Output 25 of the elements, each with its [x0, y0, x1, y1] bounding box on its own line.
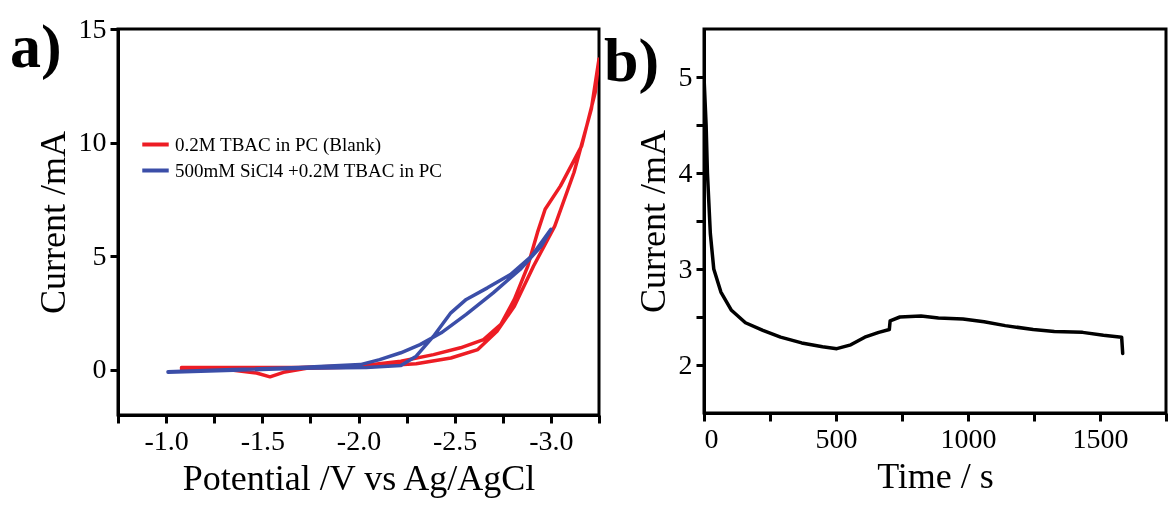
- y-tick-label: 10: [78, 126, 107, 158]
- x-tick-label: -2.5: [433, 424, 478, 456]
- y-axis-title: Current /mA: [632, 130, 673, 313]
- x-tick-label: 1000: [940, 422, 997, 454]
- x-tick-label: -3.0: [529, 424, 574, 456]
- x-tick-label: -1.0: [144, 424, 189, 456]
- y-tick-label: 3: [678, 252, 693, 284]
- y-axis-title: Current /mA: [32, 131, 73, 314]
- legend-label: 0.2M TBAC in PC (Blank): [175, 133, 382, 156]
- y-tick-label: 4: [678, 156, 693, 188]
- x-tick-label: 500: [815, 422, 858, 454]
- y-tick-label: 5: [678, 60, 693, 92]
- x-tick-label: -1.5: [240, 424, 285, 456]
- y-tick-label: 15: [78, 12, 107, 44]
- x-axis-title: Potential /V vs Ag/AgCl: [182, 457, 536, 498]
- x-axis-title: Time / s: [877, 455, 994, 496]
- legend-label: 500mM SiCl4 +0.2M TBAC in PC: [175, 159, 442, 181]
- y-tick-label: 2: [678, 348, 693, 380]
- y-tick-label: 5: [92, 239, 107, 271]
- x-tick-label: 1500: [1072, 422, 1129, 454]
- x-tick-label: -2.0: [336, 424, 382, 456]
- text: b): [604, 26, 660, 95]
- y-tick-label: 0: [92, 353, 107, 385]
- text: a): [10, 12, 62, 81]
- x-tick-label: 0: [704, 422, 719, 454]
